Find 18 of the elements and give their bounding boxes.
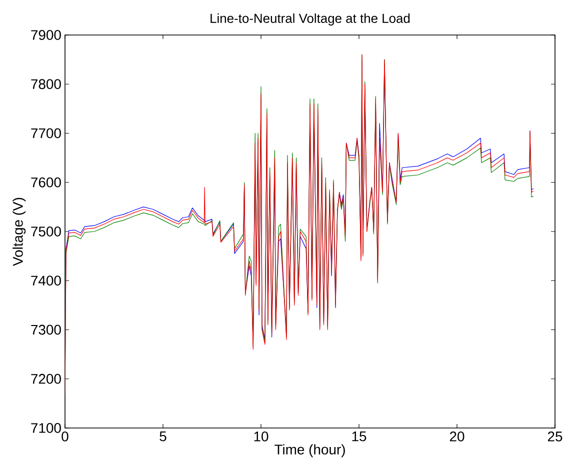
- y-axis-title: Voltage (V): [12, 198, 26, 266]
- x-tick-label: 20: [450, 432, 464, 442]
- x-tick-label: 5: [160, 432, 166, 442]
- x-tick-label: 25: [548, 432, 562, 442]
- y-tick-label: 7400: [31, 276, 61, 286]
- x-tick-label: 10: [254, 432, 268, 442]
- y-tick-label: 7600: [31, 177, 61, 188]
- y-tick-label: 7300: [31, 324, 61, 335]
- x-tick-label: 15: [352, 432, 366, 442]
- y-tick-label: 7500: [31, 226, 61, 236]
- x-axis-title: Time (hour): [274, 444, 345, 458]
- y-tick-label: 7800: [31, 79, 61, 90]
- y-tick-label: 7900: [31, 30, 61, 40]
- y-tick-label: 7100: [31, 423, 61, 433]
- y-tick-label: 7200: [31, 374, 61, 384]
- y-tick-label: 7700: [31, 128, 61, 138]
- chart-title: Line-to-Neutral Voltage at the Load: [210, 13, 410, 26]
- x-tick-label: 0: [62, 432, 68, 442]
